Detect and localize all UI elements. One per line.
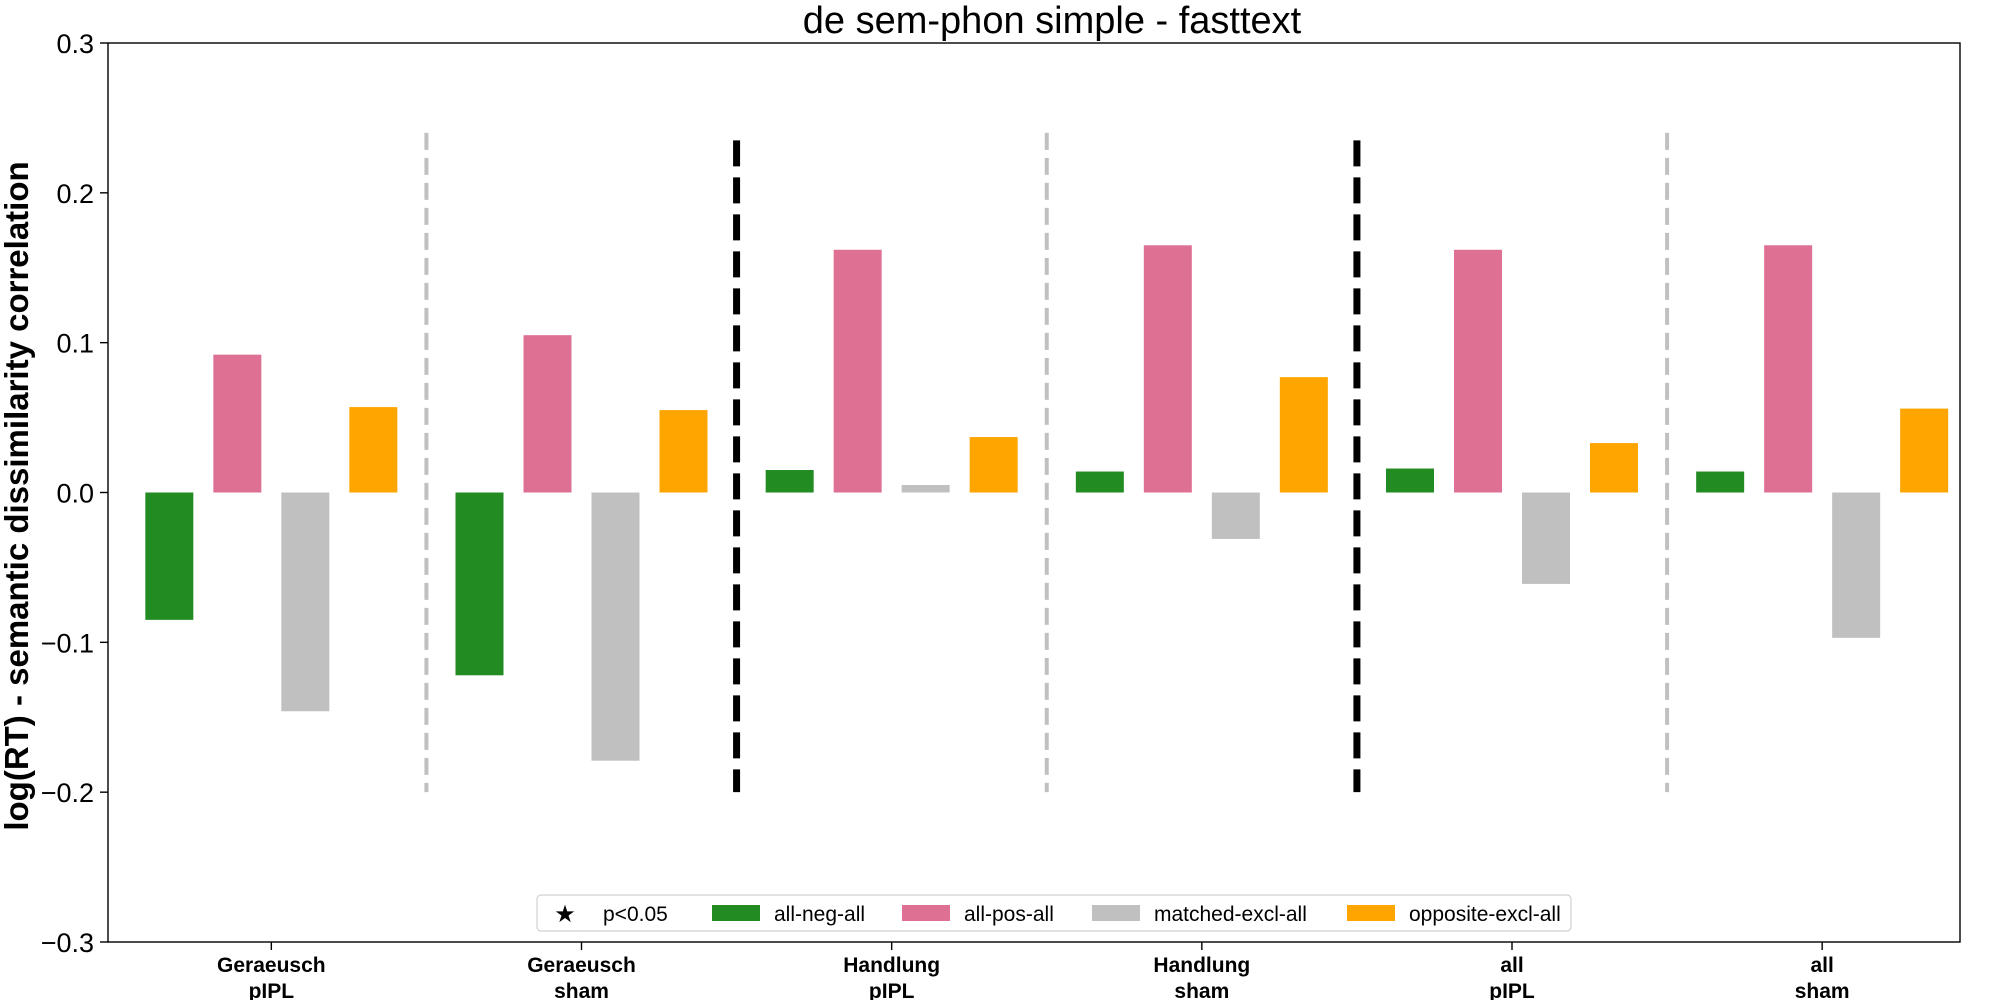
bar-matched-excl-all [901, 485, 950, 493]
bar-all-pos-all [1143, 245, 1192, 493]
x-tick-label-line1: Handlung [843, 954, 940, 977]
legend-swatch-matched-excl-all [1092, 905, 1140, 921]
y-axis-label: log(RT) - semantic dissimilarity correla… [0, 161, 35, 830]
legend-swatch-opposite-excl-all [1347, 905, 1395, 921]
bar-all-neg-all [1696, 471, 1745, 493]
legend-swatch-all-neg-all [712, 905, 760, 921]
bar-matched-excl-all [1211, 492, 1260, 539]
bar-opposite-excl-all [969, 437, 1018, 493]
x-tick-label-line1: all [1810, 954, 1833, 977]
chart-title: de sem-phon simple - fasttext [803, 0, 1302, 42]
y-tick-label: 0.3 [56, 29, 94, 59]
legend-label-matched-excl-all: matched-excl-all [1154, 903, 1307, 926]
x-tick-label-line1: Geraeusch [527, 954, 636, 977]
y-tick-label: −0.1 [41, 628, 94, 658]
y-tick-label: 0.0 [56, 479, 94, 509]
x-tick-label-line2: pIPL [869, 980, 915, 1000]
bar-all-pos-all [1454, 249, 1502, 493]
plot-area: 0.3 0.2 0.1 0.0 −0.1 −0.2 −0.3 Geraeusch pIPL Ger… [41, 29, 1961, 1000]
y-tick-label: −0.2 [41, 778, 94, 808]
x-tick-label-line2: pIPL [1489, 980, 1535, 1000]
bar-matched-excl-all [281, 492, 330, 712]
bar-all-neg-all [1075, 471, 1124, 493]
x-tick-label-line2: pIPL [249, 980, 295, 1000]
x-tick-label-line2: sham [554, 980, 609, 1000]
legend: ★ p<0.05 all-neg-all all-pos-all matched-exc… [536, 894, 1572, 932]
legend-label-all-pos-all: all-pos-all [964, 903, 1054, 926]
legend-label-all-neg-all: all-neg-all [774, 903, 865, 926]
x-tick-label-line1: all [1500, 954, 1523, 977]
y-tick-label: −0.3 [41, 928, 94, 958]
bar-opposite-excl-all [1900, 408, 1949, 493]
bar-matched-excl-all [1522, 492, 1570, 584]
bar-all-neg-all [455, 492, 504, 676]
x-tick-label-line2: sham [1795, 980, 1850, 1000]
bar-matched-excl-all [591, 492, 640, 761]
bar-matched-excl-all [1832, 492, 1881, 638]
bar-opposite-excl-all [349, 407, 398, 493]
bar-opposite-excl-all [659, 410, 708, 493]
bar-opposite-excl-all [1279, 377, 1328, 493]
x-tick-label-line1: Geraeusch [217, 954, 326, 977]
x-tick-label-line2: sham [1174, 980, 1229, 1000]
bar-opposite-excl-all [1590, 443, 1638, 493]
y-tick-label: 0.1 [56, 329, 94, 359]
legend-label-opposite-excl-all: opposite-excl-all [1409, 903, 1561, 926]
bar-all-pos-all [1764, 245, 1813, 493]
bar-all-neg-all [145, 492, 194, 620]
legend-swatch-all-pos-all [902, 905, 950, 921]
legend-box [536, 894, 1572, 932]
bar-all-pos-all [523, 335, 572, 493]
bar-all-pos-all [213, 354, 262, 493]
x-tick-label-line1: Handlung [1153, 954, 1250, 977]
bar-all-pos-all [833, 249, 882, 493]
bar-all-neg-all [765, 470, 814, 493]
legend-label-significance: p<0.05 [603, 903, 668, 926]
legend-star-icon: ★ [554, 900, 576, 928]
y-tick-label: 0.2 [56, 179, 94, 209]
bar-all-neg-all [1386, 468, 1434, 493]
